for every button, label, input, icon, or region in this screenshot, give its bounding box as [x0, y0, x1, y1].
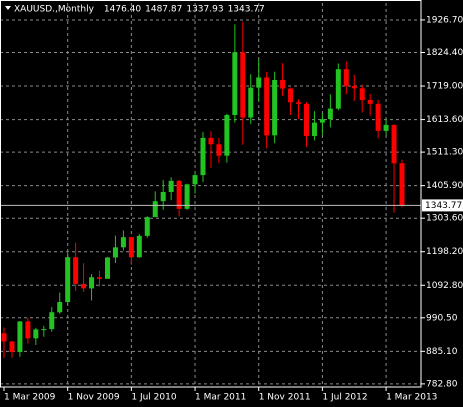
- candle-body: [160, 191, 166, 202]
- candle-body: [192, 175, 198, 185]
- candle-body: [264, 77, 270, 136]
- y-tick-label: 885.10: [426, 347, 458, 357]
- candle-body: [311, 122, 317, 136]
- candle-body: [97, 277, 103, 279]
- current-price-label: 1343.77: [425, 201, 462, 211]
- candle-body: [359, 88, 365, 101]
- x-tick-label: 1 Jul 2010: [131, 393, 176, 403]
- candle-body: [232, 52, 238, 115]
- candle-body: [383, 124, 389, 131]
- plot-frame: [0, 0, 422, 388]
- candle-body: [144, 217, 150, 236]
- y-tick-label: 1824.40: [426, 48, 463, 58]
- candle-body: [73, 257, 79, 284]
- candle-body: [248, 87, 254, 118]
- candle-body: [367, 100, 373, 104]
- candle-body: [296, 102, 302, 104]
- candle-body: [319, 119, 325, 123]
- current-price-box: [422, 199, 463, 212]
- candle-body: [57, 302, 63, 313]
- header-value: 1337.93: [186, 5, 223, 15]
- header-value: 1343.77: [228, 5, 265, 15]
- y-tick-label: 1303.60: [426, 214, 463, 224]
- chart-title: XAUUSD.,Monthly: [14, 5, 95, 15]
- y-tick-label: 782.80: [426, 379, 458, 389]
- candle-body: [168, 180, 174, 192]
- candle-body: [41, 329, 47, 331]
- x-tick-label: 1 Jul 2012: [322, 393, 367, 403]
- y-tick-label: 1092.80: [426, 281, 463, 291]
- header-value: 1476.40: [104, 5, 141, 15]
- candle-body: [65, 257, 71, 303]
- candle-body: [128, 237, 134, 258]
- candle-body: [200, 137, 206, 176]
- candle-body: [1, 333, 7, 342]
- candle-body: [399, 163, 405, 206]
- header-value: 1487.87: [145, 5, 182, 15]
- candle-body: [375, 103, 381, 131]
- candle-body: [81, 283, 87, 289]
- y-tick-label: 990.50: [426, 313, 458, 323]
- candle-body: [9, 341, 15, 353]
- x-tick-label: 1 Mar 2013: [386, 393, 437, 403]
- candle-body: [89, 277, 95, 289]
- candle-body: [176, 180, 182, 209]
- y-tick-label: 1719.00: [426, 82, 463, 92]
- candle-body: [391, 124, 397, 164]
- y-tick-label: 1613.60: [426, 115, 463, 125]
- candle-body: [240, 52, 246, 118]
- menu-icon: [5, 6, 11, 10]
- candle-body: [288, 88, 294, 103]
- y-tick-label: 1511.30: [426, 148, 463, 158]
- candle-body: [25, 321, 31, 339]
- candle-body: [112, 247, 118, 258]
- candle-body: [303, 103, 309, 136]
- y-tick-label: 1405.90: [426, 181, 463, 191]
- candle-body: [216, 144, 222, 156]
- candle-body: [335, 69, 341, 109]
- candle-body: [224, 114, 230, 156]
- candle-body: [208, 137, 214, 145]
- candle-body: [343, 69, 349, 87]
- candle-body: [49, 312, 55, 330]
- candle-body: [256, 77, 262, 88]
- x-tick-label: 1 Mar 2011: [195, 393, 246, 403]
- x-tick-label: 1 Nov 2009: [68, 393, 120, 403]
- candle-body: [136, 235, 142, 258]
- candle-body: [327, 108, 333, 120]
- x-tick-label: 1 Mar 2009: [4, 393, 56, 403]
- candle-body: [351, 86, 357, 89]
- candle-body: [280, 79, 286, 89]
- candle-body: [17, 321, 23, 353]
- candle-body: [120, 237, 126, 248]
- candle-body: [33, 329, 39, 339]
- candle-body: [104, 257, 110, 279]
- y-tick-label: 1926.70: [426, 15, 463, 25]
- candle-body: [152, 201, 158, 218]
- candle-body: [272, 79, 278, 136]
- y-tick-label: 1198.20: [426, 247, 463, 257]
- x-tick-label: 1 Nov 2011: [259, 393, 311, 403]
- candle-body: [184, 184, 190, 209]
